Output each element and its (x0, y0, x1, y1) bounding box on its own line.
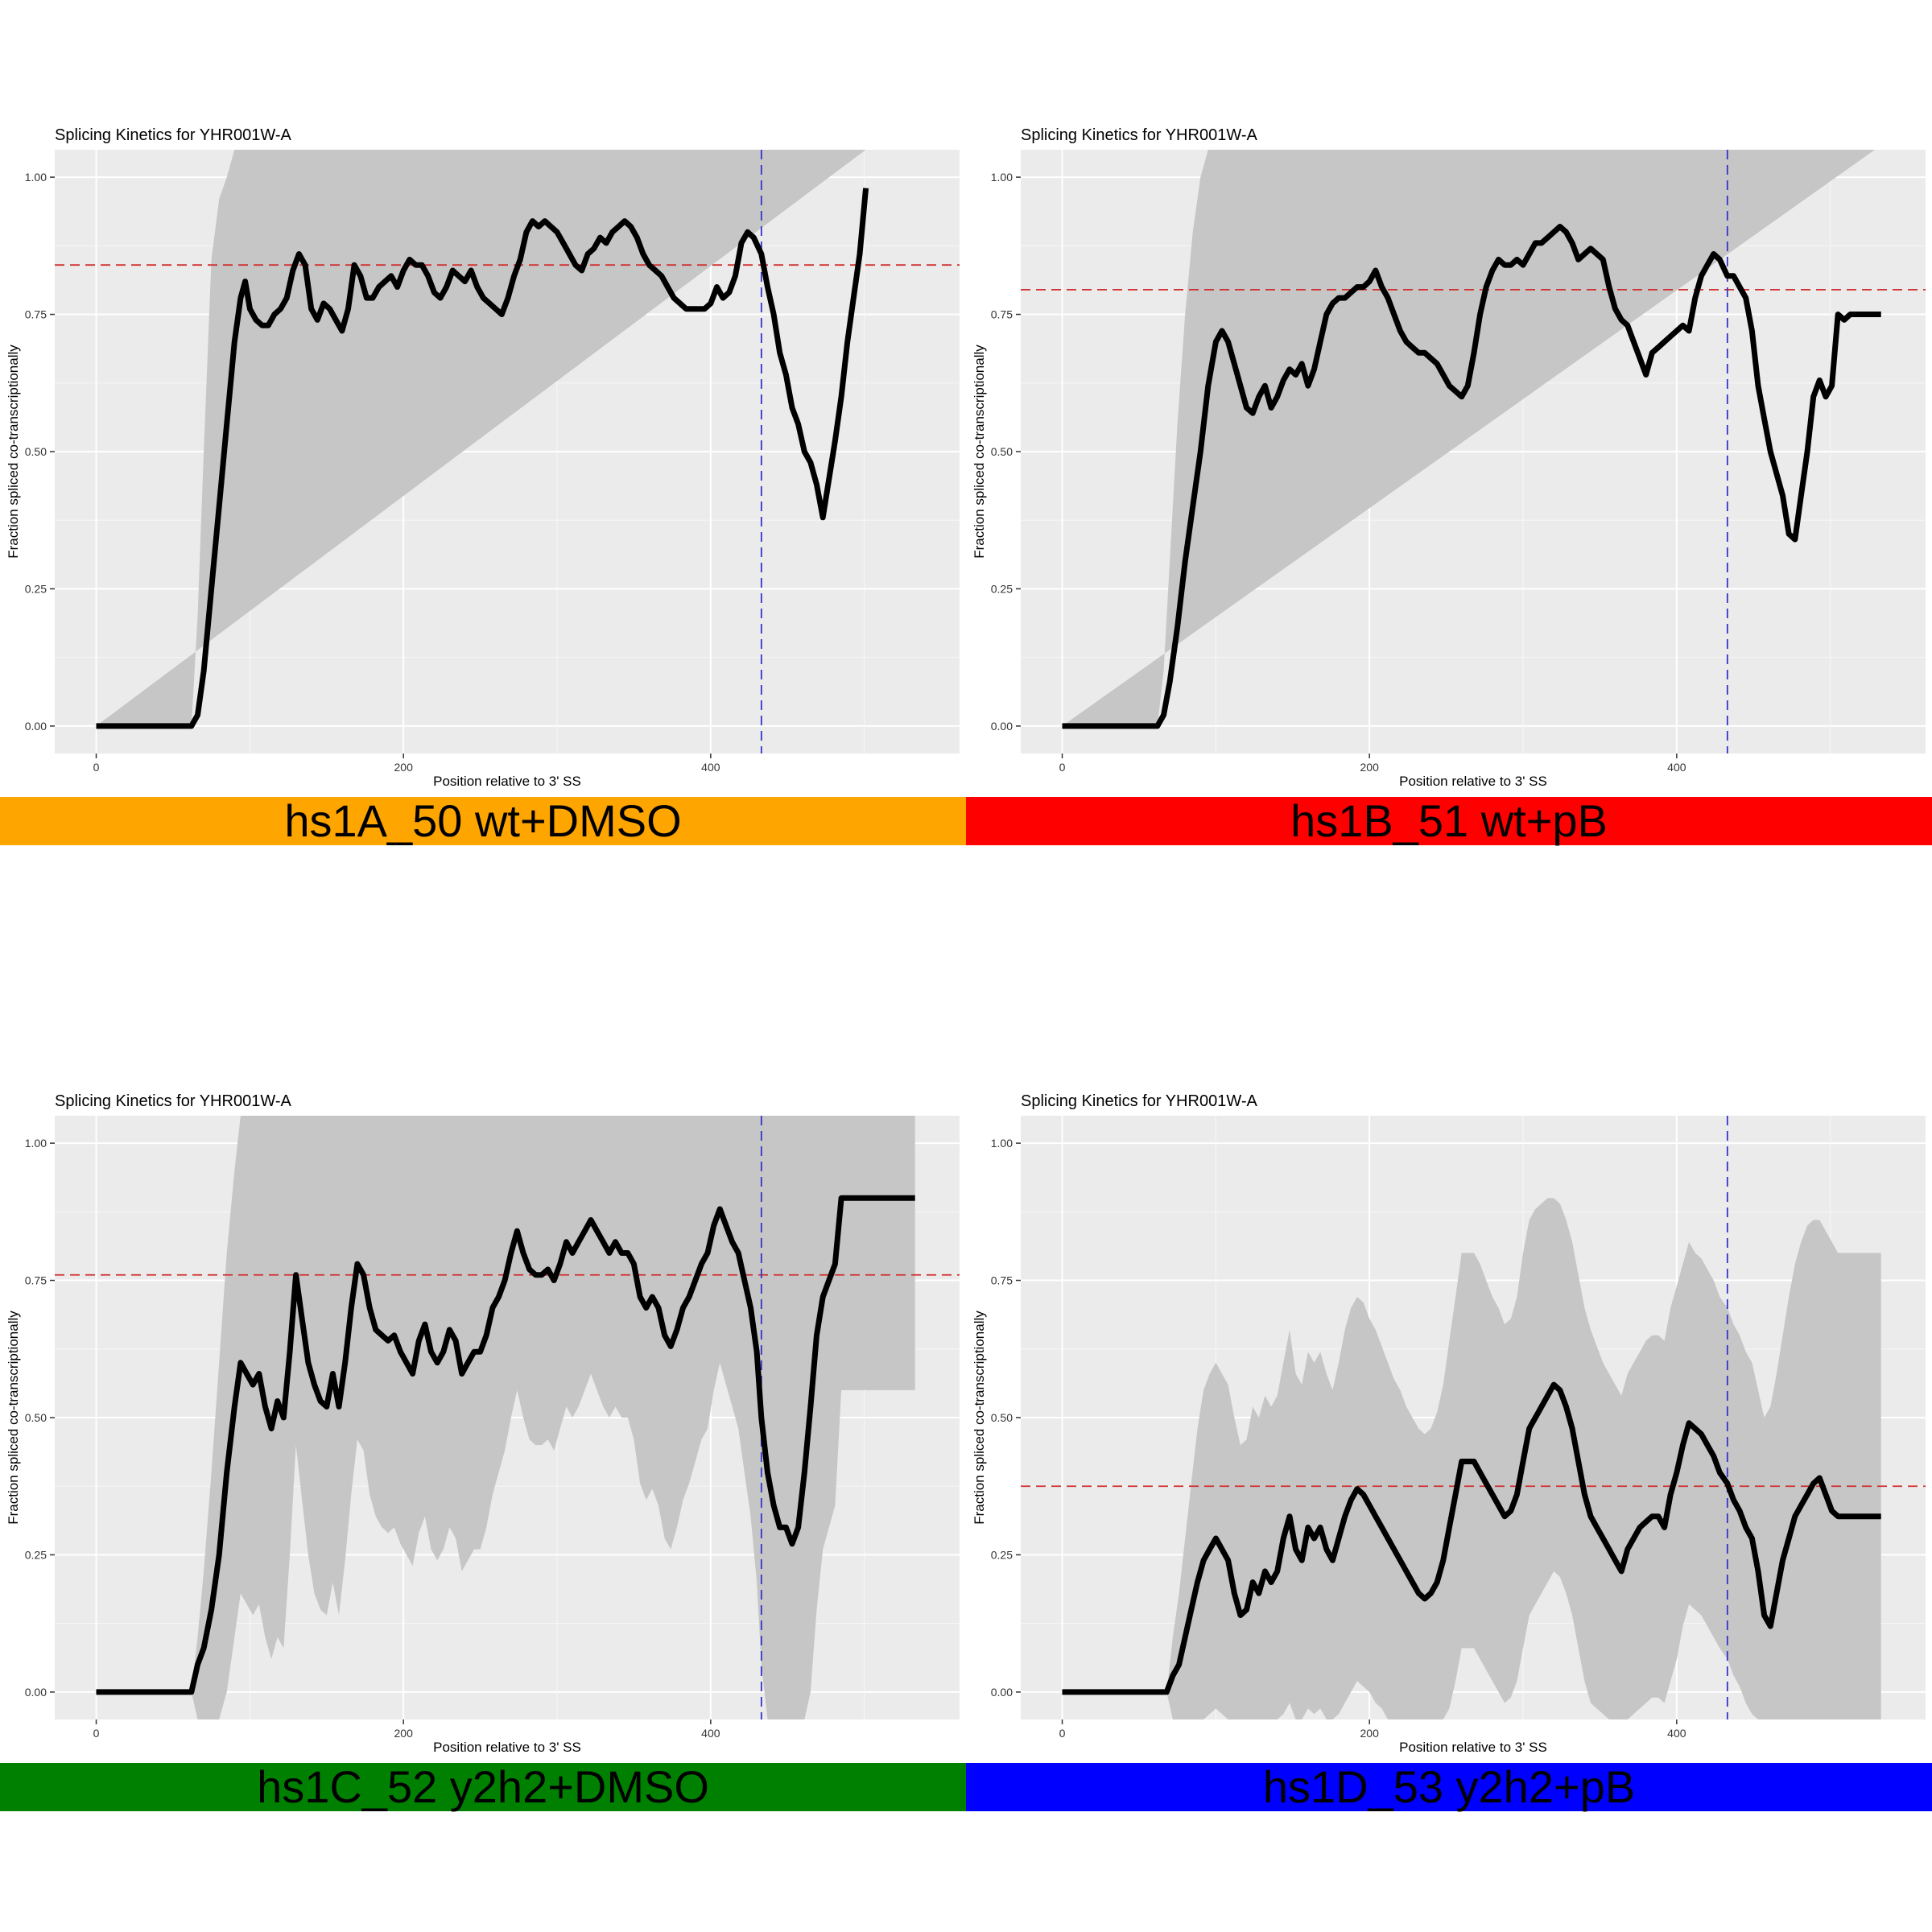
x-axis: 0 200 400 (93, 753, 720, 774)
y-tick-label: 0.00 (25, 720, 47, 733)
y-axis: 0.00 0.25 0.50 0.75 1.00 (25, 171, 55, 733)
chart-title: Splicing Kinetics for YHR001W-A (1021, 1092, 1257, 1110)
chart-title: Splicing Kinetics for YHR001W-A (1021, 126, 1257, 144)
y-axis-label: Fraction spliced co-transcriptionally (6, 1311, 21, 1525)
y-tick-label: 0.50 (25, 1411, 47, 1424)
y-tick-label: 0.25 (25, 582, 47, 595)
x-tick-label: 200 (394, 1727, 414, 1740)
y-tick-label: 1.00 (25, 1137, 47, 1150)
y-tick-label: 0.25 (991, 1548, 1013, 1561)
chart-b: Splicing Kinetics for YHR001W-A 0.00 0.25… (972, 126, 1926, 789)
condition-label: hs1C_52 y2h2+DMSO (257, 1761, 709, 1812)
y-tick-label: 0.00 (991, 720, 1013, 733)
series-line (96, 1195, 915, 1695)
chart-title: Splicing Kinetics for YHR001W-A (55, 126, 291, 144)
x-axis-label: Position relative to 3' SS (1399, 774, 1547, 789)
y-tick-label: 0.75 (991, 308, 1013, 321)
x-tick-label: 0 (1059, 761, 1066, 774)
x-tick-label: 400 (1667, 1727, 1686, 1740)
series-line (1062, 1381, 1881, 1695)
y-tick-label: 0.50 (25, 445, 47, 458)
x-tick-label: 0 (1059, 1727, 1066, 1740)
y-tick-label: 0.75 (991, 1274, 1013, 1287)
y-tick-label: 0.50 (991, 445, 1013, 458)
condition-banner: hs1C_52 y2h2+DMSO (0, 1763, 966, 1811)
y-tick-label: 0.75 (25, 308, 47, 321)
x-tick-label: 400 (701, 1727, 720, 1740)
y-tick-label: 0.00 (991, 1686, 1013, 1699)
chart-c: Splicing Kinetics for YHR001W-A 0.00 0.25… (6, 1092, 960, 1755)
series-line (1062, 224, 1881, 729)
y-tick-label: 1.00 (25, 171, 47, 184)
y-tick-label: 0.25 (991, 582, 1013, 595)
x-tick-label: 0 (93, 1727, 100, 1740)
x-tick-label: 400 (1667, 761, 1686, 774)
y-axis: 0.00 0.25 0.50 0.75 1.00 (991, 1137, 1021, 1699)
confidence-band (1062, 150, 1875, 726)
x-axis-label: Position relative to 3' SS (433, 774, 581, 789)
y-tick-label: 0.75 (25, 1274, 47, 1287)
y-tick-label: 1.00 (991, 1137, 1013, 1150)
x-axis-label: Position relative to 3' SS (433, 1740, 581, 1755)
confidence-band (96, 1116, 915, 1719)
condition-label: hs1D_53 y2h2+pB (1262, 1761, 1636, 1812)
y-axis-label: Fraction spliced co-transcriptionally (972, 1311, 987, 1525)
x-tick-label: 200 (1360, 761, 1380, 774)
condition-banner: hs1B_51 wt+pB (966, 797, 1932, 845)
panel-b: Splicing Kinetics for YHR001W-A 0.00 0.25… (966, 0, 1932, 966)
x-axis: 0 200 400 (1059, 1719, 1686, 1740)
x-tick-label: 0 (93, 761, 100, 774)
y-tick-label: 0.50 (991, 1411, 1013, 1424)
panel-c: Splicing Kinetics for YHR001W-A 0.00 0.25… (0, 966, 966, 1932)
panel-a: Splicing Kinetics for YHR001W-A 0.00 0.25… (0, 0, 966, 966)
panel-d: Splicing Kinetics for YHR001W-A 0.00 0.25… (966, 966, 1932, 1932)
x-tick-label: 200 (394, 761, 414, 774)
condition-banner: hs1D_53 y2h2+pB (966, 1763, 1932, 1811)
y-axis-label: Fraction spliced co-transcriptionally (972, 345, 987, 559)
chart-title: Splicing Kinetics for YHR001W-A (55, 1092, 291, 1110)
y-tick-label: 0.00 (25, 1686, 47, 1699)
chart-a: Splicing Kinetics for YHR001W-A 0.00 0.25… (6, 126, 960, 789)
series-line (96, 188, 869, 729)
condition-label: hs1A_50 wt+DMSO (284, 795, 682, 846)
y-axis: 0.00 0.25 0.50 0.75 1.00 (991, 171, 1021, 733)
x-tick-label: 200 (1360, 1727, 1380, 1740)
y-axis-label: Fraction spliced co-transcriptionally (6, 345, 21, 559)
x-axis: 0 200 400 (1059, 753, 1686, 774)
y-axis: 0.00 0.25 0.50 0.75 1.00 (25, 1137, 55, 1699)
condition-banner: hs1A_50 wt+DMSO (0, 797, 966, 845)
chart-d: Splicing Kinetics for YHR001W-A 0.00 0.25… (972, 1092, 1926, 1755)
y-tick-label: 0.25 (25, 1548, 47, 1561)
x-axis: 0 200 400 (93, 1719, 720, 1740)
y-tick-label: 1.00 (991, 171, 1013, 184)
condition-label: hs1B_51 wt+pB (1290, 795, 1608, 846)
x-tick-label: 400 (701, 761, 720, 774)
x-axis-label: Position relative to 3' SS (1399, 1740, 1547, 1755)
